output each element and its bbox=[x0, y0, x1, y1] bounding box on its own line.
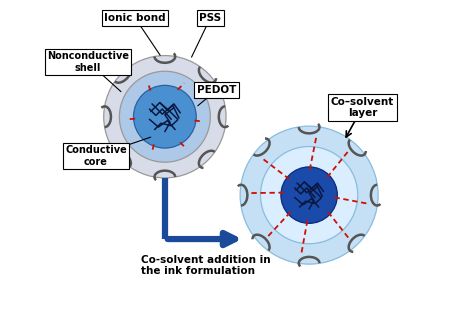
Text: Co-solvent addition in
the ink formulation: Co-solvent addition in the ink formulati… bbox=[141, 255, 271, 277]
Circle shape bbox=[261, 146, 358, 244]
Text: PEDOT: PEDOT bbox=[197, 85, 237, 106]
Circle shape bbox=[104, 55, 226, 178]
Circle shape bbox=[134, 85, 196, 148]
Text: Conductive
core: Conductive core bbox=[65, 137, 151, 167]
Circle shape bbox=[119, 71, 210, 162]
Text: Ionic bond: Ionic bond bbox=[104, 13, 166, 55]
Text: PSS: PSS bbox=[191, 13, 221, 57]
Circle shape bbox=[281, 167, 337, 223]
Circle shape bbox=[240, 126, 378, 264]
Text: Nonconductive
shell: Nonconductive shell bbox=[47, 51, 129, 92]
Text: Co–solvent
layer: Co–solvent layer bbox=[331, 96, 394, 137]
